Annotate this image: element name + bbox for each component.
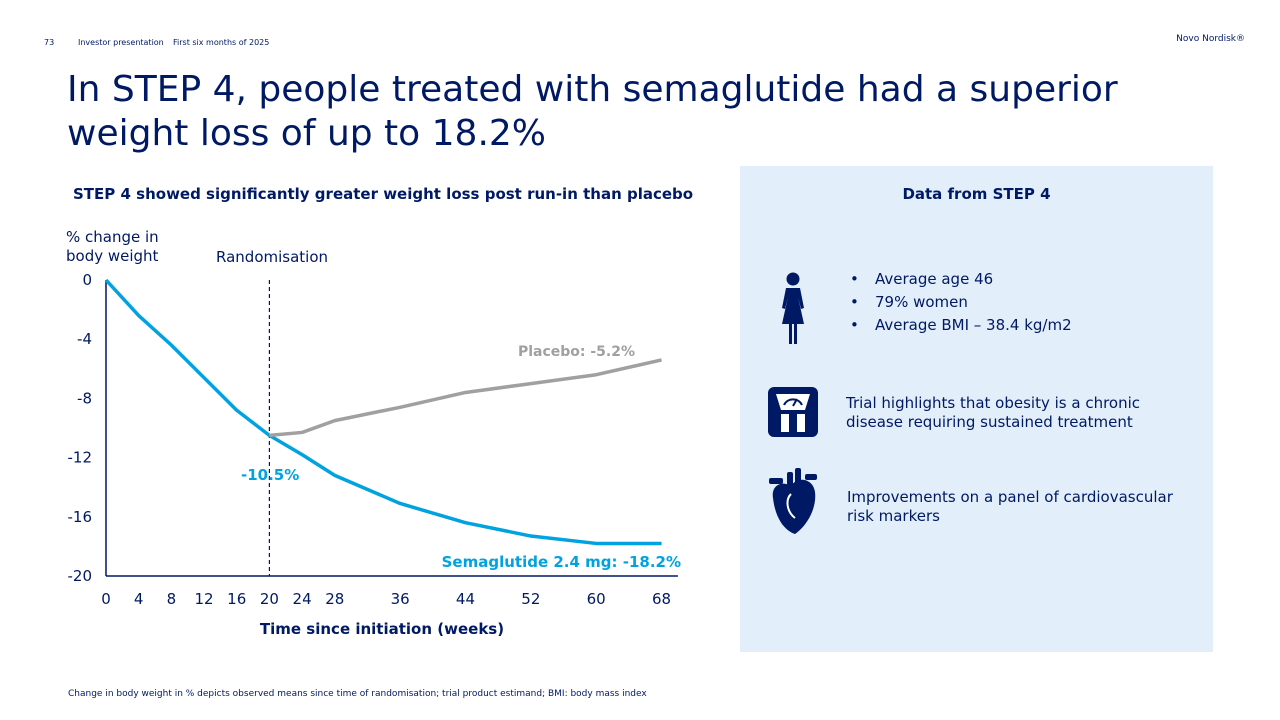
x-tick-label: 16 — [227, 590, 246, 608]
person-icon — [782, 272, 804, 344]
x-tick-label: 44 — [456, 590, 475, 608]
y-tick-label: -16 — [68, 508, 93, 526]
y-tick-label: -12 — [68, 449, 93, 467]
placebo-series-line — [269, 358, 662, 438]
heart-icon — [769, 468, 817, 534]
study-data-panel: Data from STEP 4 Average age 46 79% wome… — [740, 166, 1213, 652]
highlight-chronic-line2: disease requiring sustained treatment — [846, 413, 1133, 431]
x-tick-label: 24 — [293, 590, 312, 608]
panel-title: Data from STEP 4 — [902, 185, 1051, 203]
header-period: First six months of 2025 — [173, 38, 270, 47]
x-tick-label: 20 — [260, 590, 279, 608]
x-tick-label: 52 — [521, 590, 540, 608]
x-tick-label: 36 — [391, 590, 410, 608]
placebo-series-label: Placebo: -5.2% — [518, 344, 635, 360]
y-tick-label: -20 — [68, 567, 93, 585]
y-axis-label-line2: body weight — [66, 247, 159, 265]
semaglutide-series-label: Semaglutide 2.4 mg: -18.2% — [442, 553, 681, 571]
x-tick-label: 60 — [587, 590, 606, 608]
x-tick-label: 12 — [194, 590, 213, 608]
page-number: 73 — [44, 38, 55, 47]
y-tick-label: 0 — [82, 271, 92, 289]
brand-label: Novo Nordisk® — [1176, 34, 1245, 44]
x-tick-label: 68 — [652, 590, 671, 608]
randomisation-label: Randomisation — [216, 248, 328, 266]
highlight-cardio-line1: Improvements on a panel of cardiovascula… — [847, 488, 1173, 506]
bullet-bmi: Average BMI – 38.4 kg/m2 — [850, 314, 1072, 337]
page-title: In STEP 4, people treated with semagluti… — [67, 69, 1118, 154]
footnote: Change in body weight in % depicts obser… — [68, 689, 647, 699]
header-section: Investor presentation — [78, 38, 164, 47]
y-tick-label: -8 — [77, 389, 92, 407]
x-tick-label: 4 — [134, 590, 144, 608]
chart-title: STEP 4 showed significantly greater weig… — [73, 185, 694, 203]
demographics-list: Average age 46 79% women Average BMI – 3… — [850, 268, 1072, 337]
run-in-value-label: -10.5% — [241, 466, 299, 484]
highlight-chronic-line1: Trial highlights that obesity is a chron… — [846, 394, 1141, 412]
bullet-women: 79% women — [850, 291, 1072, 314]
x-tick-label: 28 — [325, 590, 344, 608]
scale-icon — [768, 387, 818, 437]
highlight-cardio-line2: risk markers — [847, 507, 940, 525]
weight-change-chart: % change in body weight Randomisation 0-… — [66, 228, 681, 638]
y-tick-label: -4 — [77, 330, 92, 348]
bullet-age: Average age 46 — [850, 268, 1072, 291]
semaglutide-series-line — [104, 278, 662, 546]
y-axis-label-line1: % change in — [66, 228, 159, 246]
x-tick-label: 8 — [167, 590, 177, 608]
x-axis-label: Time since initiation (weeks) — [260, 620, 504, 638]
x-tick-label: 0 — [101, 590, 111, 608]
